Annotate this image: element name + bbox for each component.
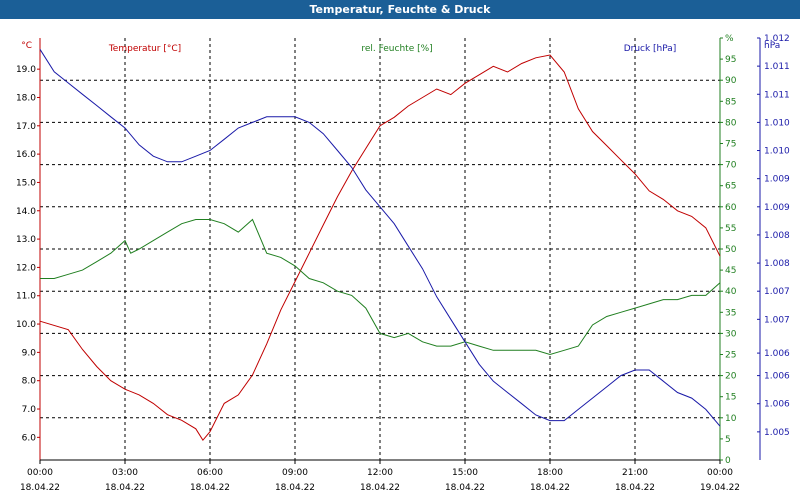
- temp-tick-label: 6.0: [22, 433, 37, 443]
- press-tick-label: 1.011: [764, 62, 790, 72]
- axis-legends: °C hPa Temperatur [°C] rel. Feuchte [%] Druc…: [21, 41, 780, 54]
- x-tick-time: 09:00: [282, 468, 308, 478]
- humidity-legend: rel. Feuchte [%]: [361, 44, 432, 54]
- x-tick-date: 19.04.22: [700, 483, 740, 493]
- hum-tick-label: 35: [725, 308, 736, 318]
- x-tick-date: 18.04.22: [445, 483, 485, 493]
- x-tick-time: 21:00: [622, 468, 648, 478]
- x-tick-time: 06:00: [197, 468, 223, 478]
- press-tick-label: 1.012: [764, 34, 790, 44]
- temp-tick-label: 15.0: [16, 178, 36, 188]
- x-tick-date: 18.04.22: [20, 483, 60, 493]
- press-tick-label: 1.009: [764, 175, 790, 185]
- window-title: Temperatur, Feuchte & Druck: [0, 0, 800, 19]
- pressure-line: [39, 49, 721, 427]
- chart-canvas: 00:00 18.04.22 03:00 18.04.22 06:00 18.04.22 0…: [16, 34, 790, 493]
- press-tick-label: 1.006: [764, 349, 790, 359]
- hum-tick-label: 15: [725, 393, 736, 403]
- hum-tick-label: 90: [725, 76, 737, 86]
- hum-tick-label: 55: [725, 224, 736, 234]
- hum-tick-label: 0: [725, 456, 731, 466]
- x-tick-date: 18.04.22: [360, 483, 400, 493]
- temp-tick-label: 12.0: [16, 263, 36, 273]
- hum-tick-label: 60: [725, 203, 737, 213]
- hum-tick-label: 70: [725, 161, 737, 171]
- hum-tick-label: 95: [725, 55, 736, 65]
- hum-tick-label: 20: [725, 372, 737, 382]
- hum-tick-label: 65: [725, 182, 736, 192]
- pressure-unit: hPa: [764, 41, 780, 51]
- hum-tick-label: 25: [725, 351, 736, 361]
- temp-tick-label: 18.0: [16, 93, 36, 103]
- hum-tick-label: 50: [725, 245, 737, 255]
- temp-tick-label: 17.0: [16, 122, 36, 132]
- press-tick-label: 1.008: [764, 259, 790, 269]
- temp-tick-label: 16.0: [16, 150, 36, 160]
- temperature-legend: Temperatur [°C]: [108, 44, 181, 54]
- press-tick-label: 1.005: [764, 428, 790, 438]
- x-tick-time: 03:00: [112, 468, 138, 478]
- press-tick-label: 1.011: [764, 90, 790, 100]
- hum-tick-label: %: [725, 34, 734, 44]
- press-tick-label: 1.010: [764, 118, 790, 128]
- press-tick-label: 1.006: [764, 400, 790, 410]
- temp-tick-label: 14.0: [16, 207, 36, 217]
- hum-tick-label: 10: [725, 414, 737, 424]
- hum-tick-label: 45: [725, 266, 736, 276]
- temp-tick-label: 10.0: [16, 320, 36, 330]
- temp-tick-label: 19.0: [16, 65, 36, 75]
- series-lines: [39, 49, 721, 442]
- hum-tick-label: 85: [725, 97, 736, 107]
- temp-tick-label: 11.0: [16, 292, 36, 302]
- hum-tick-label: 80: [725, 118, 737, 128]
- press-tick-label: 1.007: [764, 315, 790, 325]
- press-tick-label: 1.008: [764, 231, 790, 241]
- hum-tick-label: 40: [725, 287, 737, 297]
- x-tick-time: 12:00: [367, 468, 393, 478]
- press-tick-label: 1.010: [764, 147, 790, 157]
- temp-tick-label: 8.0: [22, 377, 37, 387]
- temp-tick-label: 9.0: [22, 348, 37, 358]
- press-tick-label: 1.009: [764, 203, 790, 213]
- humidity-line: [40, 218, 721, 356]
- hum-tick-label: 75: [725, 140, 736, 150]
- x-tick-date: 18.04.22: [105, 483, 145, 493]
- temp-tick-label: 7.0: [22, 405, 37, 415]
- grid: [40, 38, 720, 460]
- press-tick-label: 1.007: [764, 287, 790, 297]
- x-tick-date: 18.04.22: [190, 483, 230, 493]
- pressure-legend: Druck [hPa]: [624, 44, 677, 54]
- tick-labels: 00:00 18.04.22 03:00 18.04.22 06:00 18.04.22 0…: [16, 34, 790, 493]
- x-tick-time: 15:00: [452, 468, 478, 478]
- temperature-line: [39, 54, 721, 442]
- temperature-unit: °C: [21, 41, 32, 51]
- press-tick-label: 1.006: [764, 372, 790, 382]
- x-tick-date: 18.04.22: [615, 483, 655, 493]
- x-tick-time: 00:00: [27, 468, 53, 478]
- x-tick-time: 18:00: [537, 468, 563, 478]
- hum-tick-label: 5: [725, 435, 731, 445]
- hum-tick-label: 30: [725, 329, 737, 339]
- x-tick-date: 18.04.22: [275, 483, 315, 493]
- x-tick-date: 18.04.22: [530, 483, 570, 493]
- x-tick-time: 00:00: [707, 468, 733, 478]
- temp-tick-label: 13.0: [16, 235, 36, 245]
